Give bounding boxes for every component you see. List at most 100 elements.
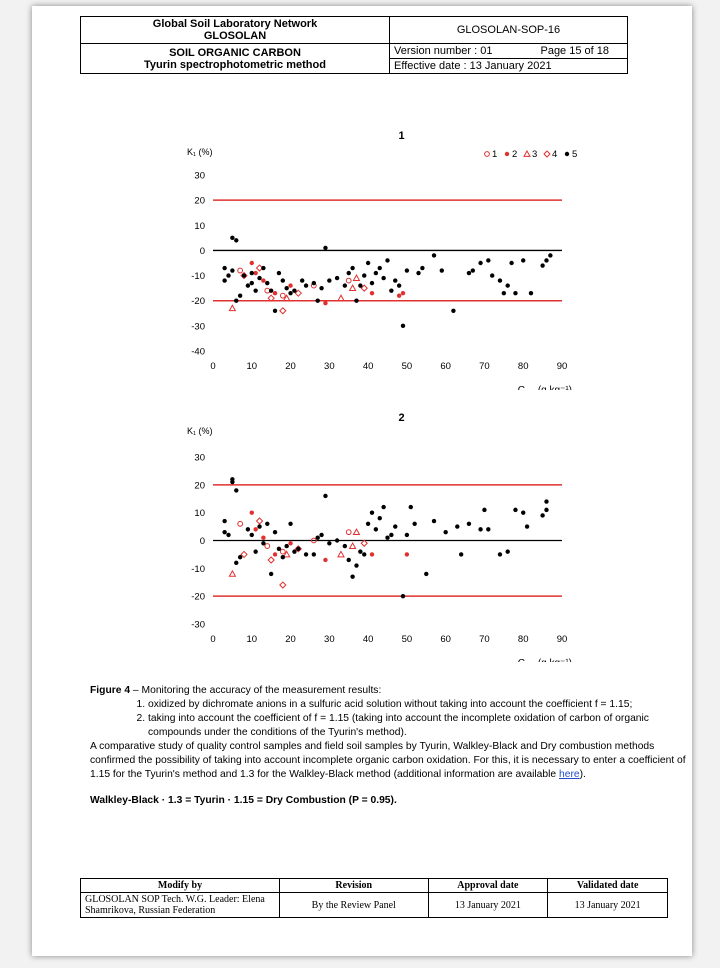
y-tick-label: 20 <box>194 196 205 207</box>
data-point <box>389 288 394 293</box>
data-point <box>404 552 410 557</box>
data-point <box>455 524 460 529</box>
x-tick-label: 30 <box>324 361 335 372</box>
data-point <box>362 552 367 557</box>
data-point <box>345 277 352 284</box>
x-tick-label: 0 <box>210 634 215 645</box>
data-point <box>451 308 456 313</box>
x-tick-label: 90 <box>557 361 568 372</box>
data-point <box>327 541 332 546</box>
data-point <box>261 535 266 540</box>
figure-text: – Monitoring the accuracy of the measure… <box>130 685 382 696</box>
x-tick-label: 50 <box>402 634 413 645</box>
data-point <box>319 285 324 291</box>
data-point <box>315 298 320 303</box>
x-tick-label: 20 <box>285 361 296 372</box>
data-point <box>350 265 355 271</box>
data-point <box>404 268 410 273</box>
y-tick-label: 30 <box>194 171 205 182</box>
data-point <box>337 294 345 302</box>
data-point <box>272 290 278 296</box>
data-point <box>348 542 357 549</box>
x-tick-label: 40 <box>363 361 374 372</box>
data-point <box>234 298 239 303</box>
data-point <box>412 521 417 526</box>
page-number: Page 15 of 18 <box>540 45 609 57</box>
data-point <box>369 280 375 286</box>
y-axis-label: K₁ (%) <box>187 426 213 436</box>
data-point <box>296 546 301 552</box>
data-point <box>282 550 291 558</box>
data-point <box>279 548 286 555</box>
data-point <box>253 527 258 532</box>
org-short: GLOSOLAN <box>203 30 267 42</box>
data-point <box>237 267 244 274</box>
data-point <box>288 290 293 296</box>
data-point <box>365 521 371 526</box>
data-point <box>261 541 266 546</box>
data-point <box>490 273 495 278</box>
data-point <box>404 532 410 538</box>
data-point <box>443 529 448 535</box>
data-point <box>268 571 274 577</box>
x-tick-label: 70 <box>479 361 490 372</box>
legend-label: 4 <box>552 149 557 160</box>
x-tick-label: 80 <box>518 361 529 372</box>
data-point <box>540 513 545 518</box>
org-name: Global Soil Laboratory Network <box>152 18 318 30</box>
footer-col-revision: Revision <box>279 878 429 893</box>
doc-title: SOIL ORGANIC CARBON <box>169 46 301 59</box>
data-point <box>310 537 317 544</box>
caption-item-1: oxidized by dichromate anions in a sulfu… <box>148 698 690 712</box>
data-point <box>253 549 258 554</box>
data-point <box>524 524 530 529</box>
data-point <box>255 517 264 525</box>
data-point <box>482 507 487 513</box>
caption-item-2: taking into account the coefficient of f… <box>148 712 690 740</box>
data-point <box>431 253 437 258</box>
data-point <box>268 288 274 293</box>
header-version-cell: Version number : 01 Page 15 of 18 <box>389 43 628 59</box>
data-point <box>505 283 510 288</box>
data-point <box>505 549 510 554</box>
data-point <box>303 283 309 288</box>
y-tick-label: -40 <box>191 347 205 358</box>
data-point <box>253 270 258 276</box>
data-point <box>323 557 328 563</box>
footer-col-modify: Modify by <box>80 878 280 893</box>
data-point <box>222 518 227 524</box>
data-point <box>253 288 258 293</box>
data-point <box>292 549 297 554</box>
here-link[interactable]: here <box>559 769 580 780</box>
data-point <box>234 238 239 243</box>
data-point <box>544 258 549 263</box>
y-tick-label: -10 <box>191 271 205 282</box>
data-point <box>342 543 348 549</box>
data-point <box>323 493 328 499</box>
footer-col-approval: Approval date <box>427 878 549 893</box>
data-point <box>348 284 357 292</box>
data-point <box>354 298 359 303</box>
data-point <box>393 278 398 283</box>
legend-marker <box>564 151 570 157</box>
data-point <box>513 290 518 296</box>
data-point <box>513 507 518 513</box>
figure-label: Figure 4 <box>90 685 131 696</box>
data-point <box>385 258 390 263</box>
footer-revision-value: By the Review Panel <box>279 892 429 918</box>
data-point <box>458 552 464 557</box>
footer-table: Modify by Revision Approval date Validat… <box>80 878 668 918</box>
data-point <box>396 283 402 288</box>
data-point <box>528 290 534 296</box>
data-point <box>400 593 406 599</box>
data-point <box>240 550 248 559</box>
data-point <box>486 527 491 532</box>
data-point <box>360 539 368 547</box>
doc-subtitle: Tyurin spectrophotometric method <box>144 58 326 71</box>
data-point <box>272 529 278 535</box>
data-point <box>509 260 514 266</box>
data-point <box>280 555 285 560</box>
data-point <box>478 260 483 266</box>
data-point <box>352 528 361 536</box>
x-tick-label: 10 <box>246 361 257 372</box>
